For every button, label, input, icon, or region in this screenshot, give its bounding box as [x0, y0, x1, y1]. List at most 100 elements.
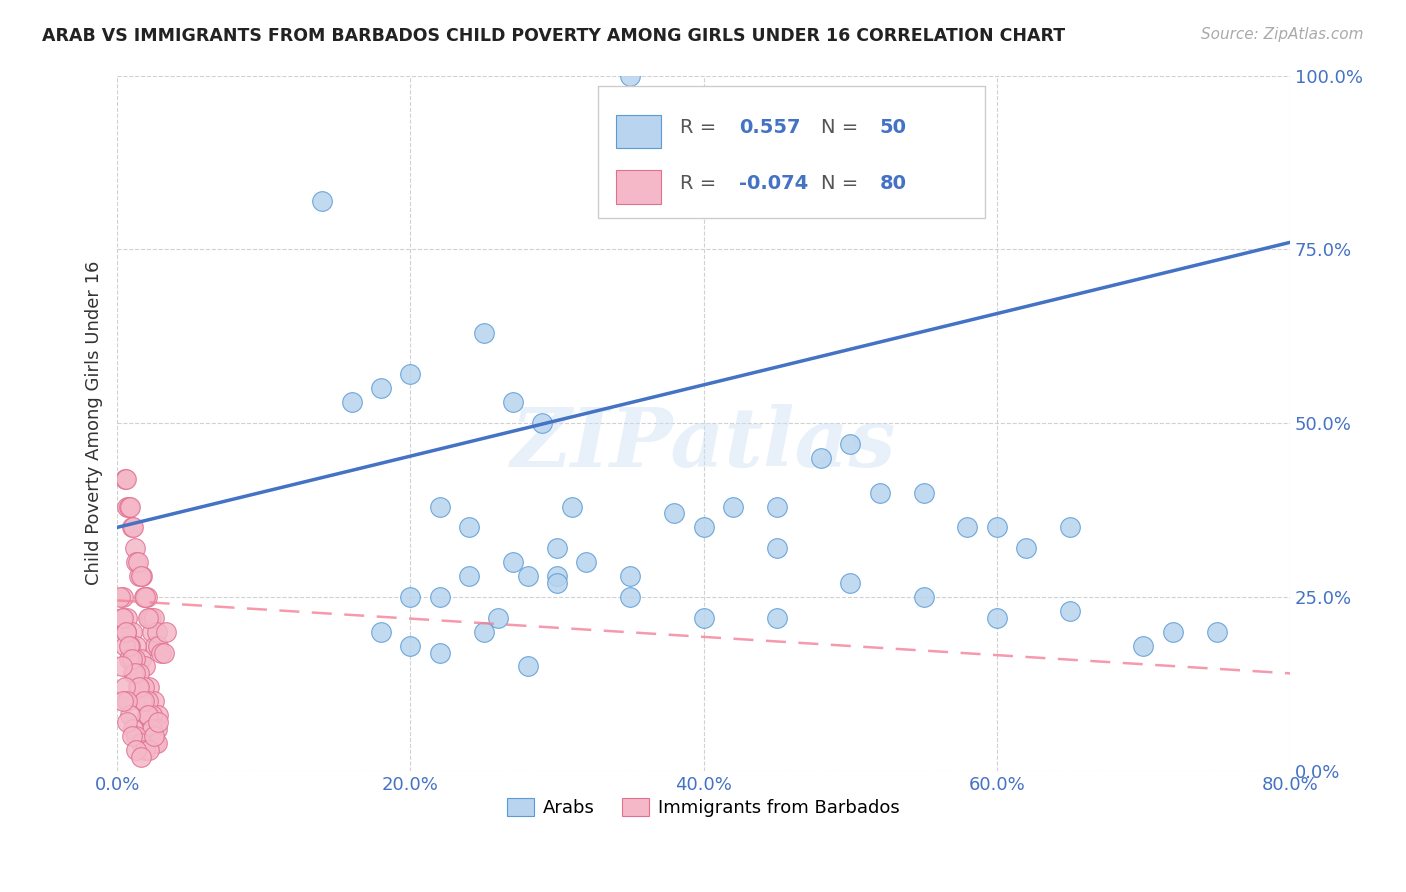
Point [120, 639, 142, 653]
Point [399, 590, 422, 604]
Point [986, 611, 1008, 625]
Text: R =: R = [681, 174, 728, 193]
Point [516, 569, 538, 583]
Point [155, 624, 177, 639]
FancyBboxPatch shape [616, 115, 661, 148]
Point [692, 611, 714, 625]
Point [136, 611, 159, 625]
Point [121, 520, 143, 534]
Point [766, 500, 789, 514]
Point [1059, 604, 1081, 618]
FancyBboxPatch shape [598, 86, 986, 218]
Point [129, 749, 152, 764]
Point [121, 729, 143, 743]
Point [118, 639, 141, 653]
Point [124, 541, 146, 556]
Point [117, 694, 139, 708]
Point [399, 639, 422, 653]
Point [502, 555, 524, 569]
Point [429, 500, 451, 514]
Point [125, 555, 148, 569]
Point [531, 416, 554, 430]
Point [148, 708, 170, 723]
Point [546, 569, 568, 583]
Point [619, 590, 641, 604]
Point [839, 576, 862, 591]
Point [561, 500, 583, 514]
Point [986, 520, 1008, 534]
Point [134, 590, 156, 604]
Point [121, 652, 143, 666]
Point [721, 500, 744, 514]
Point [141, 722, 163, 736]
Point [143, 639, 166, 653]
Point [117, 714, 139, 729]
Point [546, 541, 568, 556]
Point [124, 652, 146, 666]
Point [766, 541, 789, 556]
Point [131, 694, 153, 708]
Text: N =: N = [821, 118, 865, 137]
Point [134, 659, 156, 673]
Point [619, 569, 641, 583]
Point [516, 659, 538, 673]
Point [115, 624, 138, 639]
Point [1205, 624, 1227, 639]
Point [110, 611, 132, 625]
Point [124, 666, 146, 681]
Point [575, 555, 598, 569]
Point [108, 590, 131, 604]
Point [129, 569, 152, 583]
Point [1132, 639, 1154, 653]
Point [148, 714, 170, 729]
Point [429, 646, 451, 660]
Point [429, 590, 451, 604]
Point [458, 569, 481, 583]
Point [125, 639, 148, 653]
Point [142, 729, 165, 743]
Point [122, 666, 145, 681]
Point [458, 520, 481, 534]
Point [135, 590, 157, 604]
Text: ZIPatlas: ZIPatlas [510, 404, 897, 484]
Y-axis label: Child Poverty Among Girls Under 16: Child Poverty Among Girls Under 16 [86, 261, 103, 585]
Point [112, 611, 135, 625]
Point [114, 472, 136, 486]
Point [664, 507, 686, 521]
Point [141, 708, 163, 723]
Point [153, 646, 176, 660]
Point [128, 569, 150, 583]
Point [139, 722, 162, 736]
Point [112, 590, 135, 604]
Point [118, 500, 141, 514]
Point [1161, 624, 1184, 639]
Legend: Arabs, Immigrants from Barbados: Arabs, Immigrants from Barbados [501, 790, 907, 824]
Point [139, 611, 162, 625]
FancyBboxPatch shape [616, 170, 661, 203]
Point [143, 736, 166, 750]
Point [150, 646, 173, 660]
Point [472, 624, 495, 639]
Point [136, 708, 159, 723]
Point [956, 520, 979, 534]
Point [114, 680, 136, 694]
Point [127, 555, 149, 569]
Point [502, 395, 524, 409]
Point [311, 194, 333, 208]
Point [1015, 541, 1038, 556]
Point [136, 694, 159, 708]
Point [692, 520, 714, 534]
Point [131, 569, 153, 583]
Point [146, 736, 169, 750]
Point [138, 611, 160, 625]
Point [129, 736, 152, 750]
Point [148, 639, 170, 653]
Point [472, 326, 495, 340]
Point [132, 590, 155, 604]
Point [912, 485, 935, 500]
Point [122, 722, 145, 736]
Point [120, 500, 142, 514]
Text: ARAB VS IMMIGRANTS FROM BARBADOS CHILD POVERTY AMONG GIRLS UNDER 16 CORRELATION : ARAB VS IMMIGRANTS FROM BARBADOS CHILD P… [42, 27, 1066, 45]
Point [115, 624, 138, 639]
Point [121, 624, 143, 639]
